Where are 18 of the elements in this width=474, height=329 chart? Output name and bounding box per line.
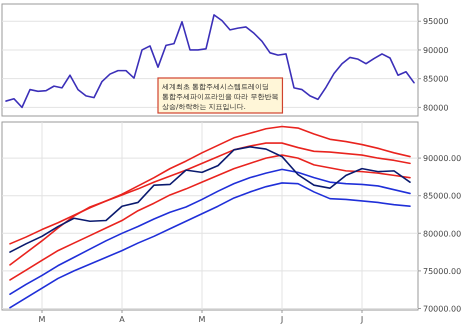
y-tick-label: 85000 [423, 74, 448, 84]
y-tick-label: 80000 [423, 103, 448, 112]
y-tick-label: 80000.00 [423, 229, 462, 238]
line-series [9, 168, 411, 296]
x-tick-label: A [119, 315, 126, 324]
x-tick-label: J [280, 315, 284, 324]
x-tick-label: J [360, 315, 364, 324]
line-series [9, 154, 411, 281]
x-tick-label: M [38, 315, 46, 324]
y-tick-label: 85000.00 [423, 192, 462, 201]
y-tick-label: 90000.00 [423, 154, 462, 164]
y-tick-label: 75000.00 [423, 266, 462, 276]
x-tick-label: M [198, 315, 206, 324]
line-series [5, 14, 415, 108]
y-tick-label: 90000 [423, 46, 448, 55]
y-tick-label: 95000 [423, 17, 448, 26]
line-series [9, 182, 411, 309]
y-tick-label: 70000.00 [423, 304, 462, 314]
